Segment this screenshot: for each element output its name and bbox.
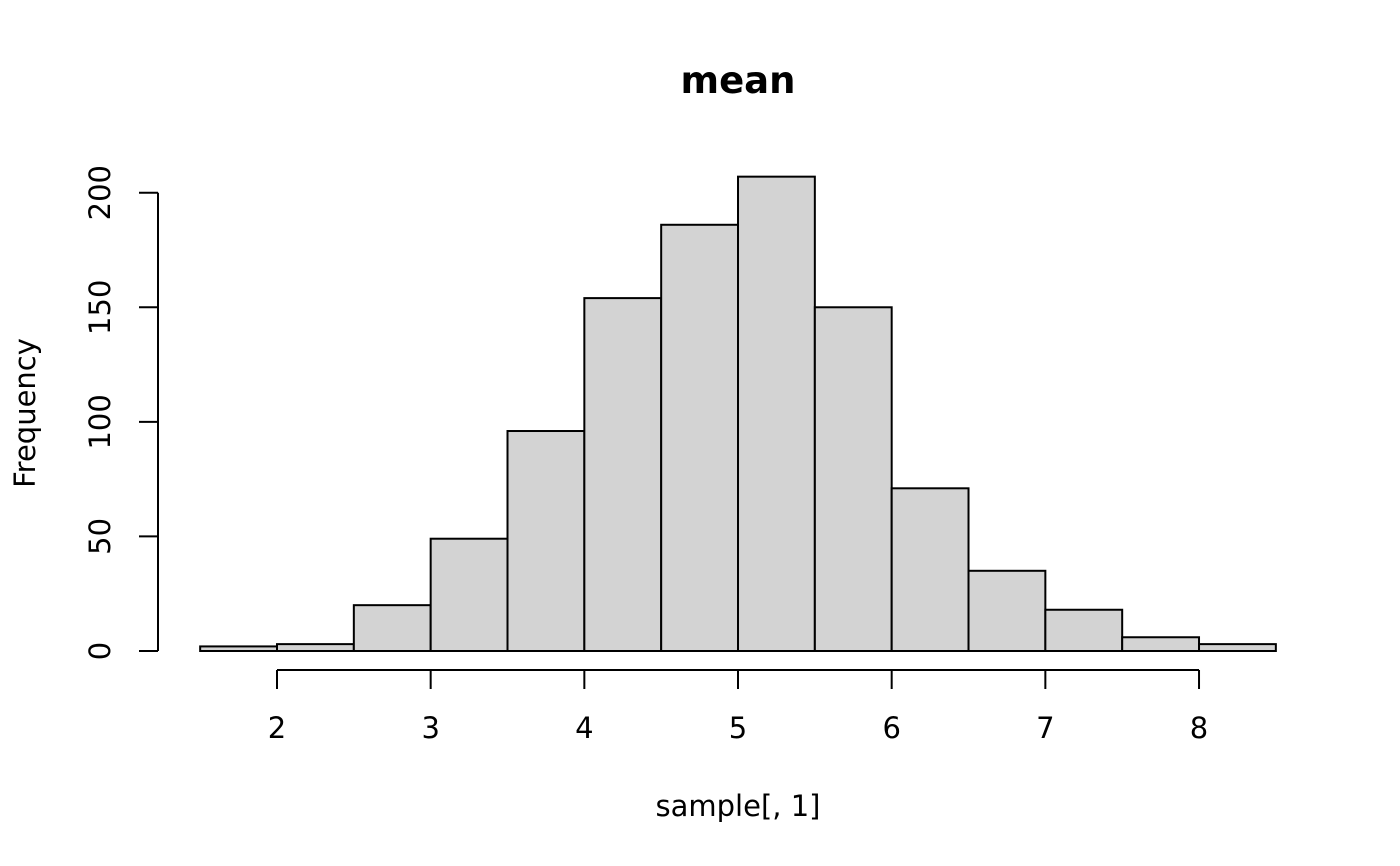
x-tick-label: 5 [729,711,747,745]
histogram-bar [276,643,355,652]
histogram-bar [660,223,740,652]
x-tick-label: 8 [1190,711,1208,745]
x-tick-label: 6 [882,711,900,745]
y-tick-label: 0 [83,642,117,660]
histogram-bar [1121,636,1201,652]
histogram-bar [813,306,893,652]
x-tick-label: 7 [1036,711,1054,745]
histogram-bar [429,537,509,652]
histogram-bar [583,297,663,652]
y-axis: 0 50 100 150 200 [83,165,159,660]
x-axis-label: sample[, 1] [656,789,821,823]
y-tick-label: 200 [83,165,117,220]
x-axis: 2 3 4 5 6 7 8 [268,669,1208,745]
histogram-bar [199,645,278,652]
bars-layer [199,175,1277,653]
histogram-bar [890,487,970,652]
y-axis-label: Frequency [8,338,42,488]
histogram-bar [352,604,432,652]
x-tick-label: 2 [268,711,286,745]
x-tick-label: 3 [421,711,439,745]
y-tick-label: 50 [83,518,117,555]
histogram-bar [506,430,586,652]
chart-title: mean [681,59,796,102]
histogram-bar [737,175,816,653]
histogram-bar [967,569,1047,652]
x-tick-label: 4 [575,711,593,745]
y-tick-label: 100 [83,394,117,449]
histogram-bar [1044,608,1124,652]
histogram-bar [1198,643,1277,652]
y-tick-label: 150 [83,280,117,335]
